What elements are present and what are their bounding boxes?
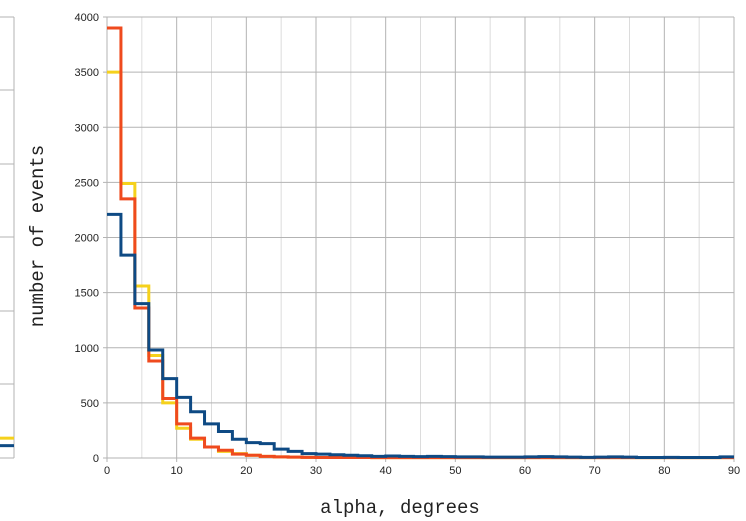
x-tick-label-4: 40 bbox=[380, 465, 392, 477]
x-tick-label-8: 80 bbox=[658, 465, 670, 477]
y-axis-title: number of events bbox=[27, 145, 49, 327]
x-axis-title: alpha, degrees bbox=[320, 497, 480, 519]
tick-labels: 0 10 20 30 40 50 60 70 80 90 0 500 1000 1500 2000 2500 3… bbox=[75, 12, 741, 477]
y-tick-label-7: 3500 bbox=[75, 67, 99, 79]
y-tick-label-6: 3000 bbox=[75, 122, 99, 134]
y-tick-label-5: 2500 bbox=[75, 177, 99, 189]
x-tick-label-5: 50 bbox=[449, 465, 461, 477]
x-tick-label-3: 30 bbox=[310, 465, 322, 477]
series-lines bbox=[107, 26, 734, 460]
x-tick-label-7: 70 bbox=[589, 465, 601, 477]
x-tick-label-1: 10 bbox=[171, 465, 183, 477]
y-tick-label-4: 2000 bbox=[75, 233, 99, 245]
y-tick-label-1: 500 bbox=[81, 398, 99, 410]
y-tick-label-3: 1500 bbox=[75, 288, 99, 300]
y-tick-label-0: 0 bbox=[93, 453, 99, 465]
x-tick-label-2: 20 bbox=[240, 465, 252, 477]
left-panel-partial bbox=[0, 16, 15, 459]
y-tick-label-2: 1000 bbox=[75, 343, 99, 355]
y-tick-label-8: 4000 bbox=[75, 12, 99, 24]
grid bbox=[106, 16, 735, 459]
x-tick-label-0: 0 bbox=[104, 465, 110, 477]
axes bbox=[103, 16, 735, 462]
x-tick-label-6: 60 bbox=[519, 465, 531, 477]
x-tick-label-9: 90 bbox=[728, 465, 740, 477]
series-line-2 bbox=[107, 212, 734, 459]
